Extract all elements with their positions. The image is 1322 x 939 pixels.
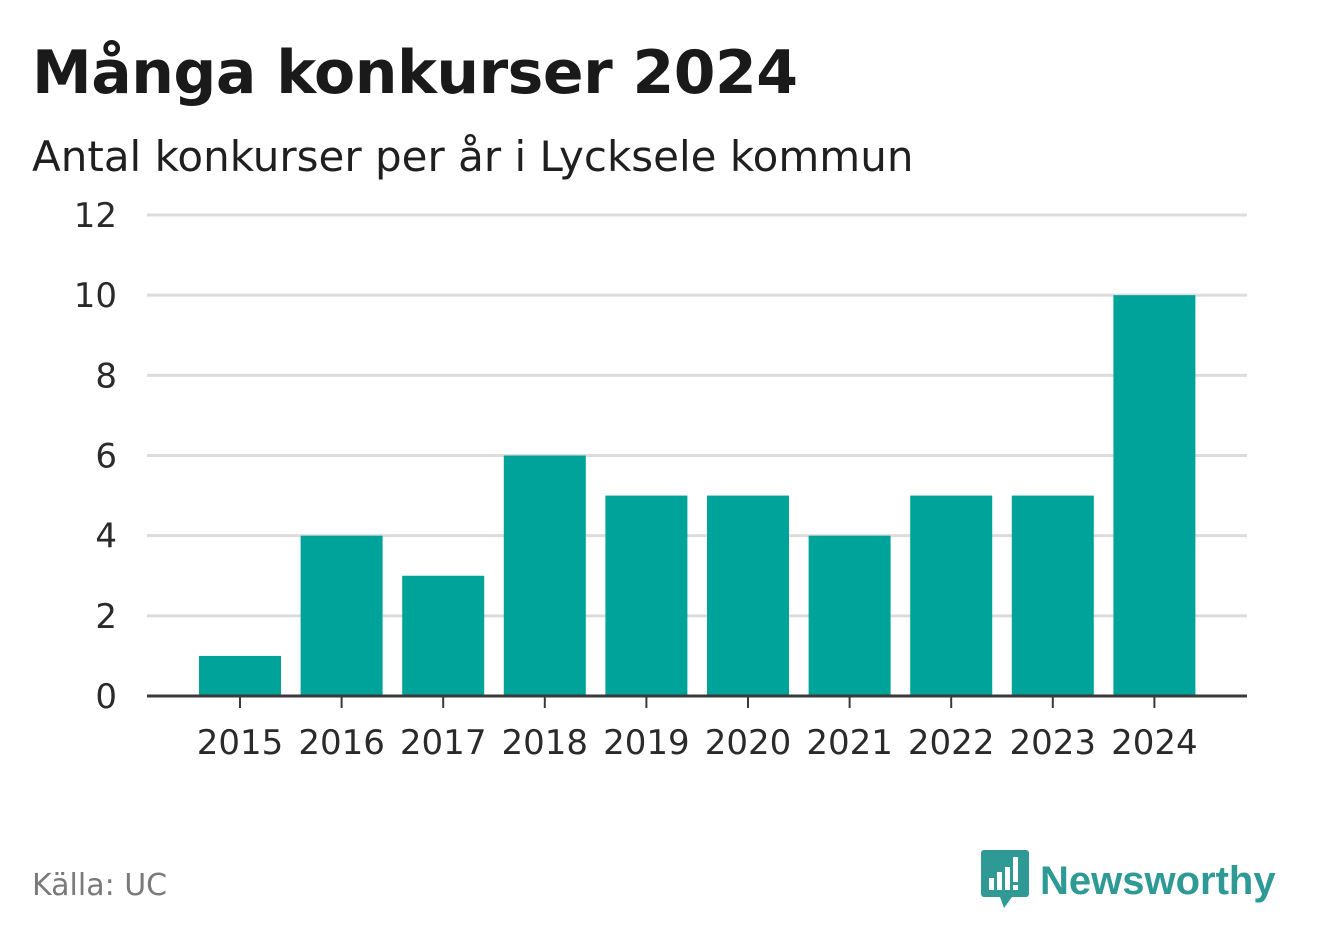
bar-2024 [1113, 295, 1196, 696]
bar-2019 [605, 495, 688, 696]
bar-2016 [300, 535, 383, 696]
x-tick-label: 2019 [603, 723, 690, 763]
x-tick-label: 2017 [400, 723, 487, 763]
x-tick-label: 2022 [908, 723, 995, 763]
y-tick-label: 6 [95, 437, 117, 477]
x-tick-label: 2018 [502, 723, 589, 763]
brand-logo: Newsworthy [980, 848, 1276, 914]
bar-2017 [402, 575, 485, 696]
source-note: Källa: UC [32, 868, 168, 903]
y-tick-label: 10 [74, 276, 117, 316]
x-tick-label: 2024 [1111, 723, 1198, 763]
bar-2020 [707, 495, 789, 696]
bar-chart-speech-bubble-icon [980, 848, 1030, 914]
y-axis-ticks: 0 2 4 6 8 10 12 [74, 196, 117, 717]
brand-name: Newsworthy [1040, 858, 1276, 903]
bar-2015 [199, 655, 281, 696]
x-axis-ticks: 2015 2016 2017 2018 2019 2020 2021 2022 2023 2024 [197, 696, 1198, 763]
bars [199, 295, 1196, 696]
x-tick-label: 2020 [705, 723, 792, 763]
y-tick-label: 0 [95, 677, 117, 717]
chart-title: Många konkurser 2024 [32, 38, 798, 108]
bar-2022 [910, 495, 993, 696]
x-tick-label: 2016 [298, 723, 385, 763]
x-tick-label: 2023 [1010, 723, 1097, 763]
bar-2023 [1011, 495, 1094, 696]
y-tick-label: 8 [95, 356, 117, 396]
bar-2021 [808, 535, 891, 696]
y-tick-label: 2 [95, 597, 117, 637]
chart-subtitle: Antal konkurser per år i Lycksele kommun [32, 132, 914, 181]
y-tick-label: 4 [95, 517, 117, 557]
y-tick-label: 12 [74, 196, 117, 236]
x-tick-label: 2021 [806, 723, 893, 763]
x-tick-label: 2015 [197, 723, 284, 763]
bar-2018 [503, 455, 586, 696]
